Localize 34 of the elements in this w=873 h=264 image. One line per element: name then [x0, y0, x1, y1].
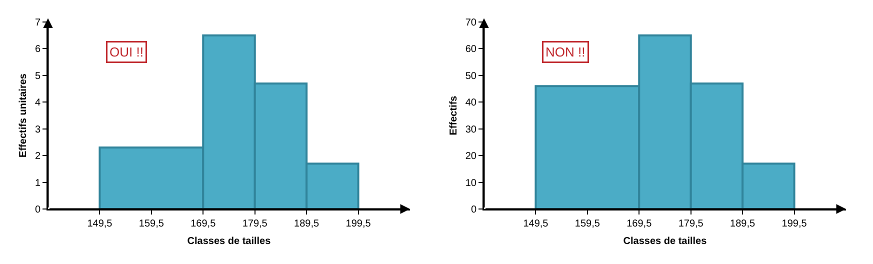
- y-tick-label: 10: [465, 178, 477, 189]
- y-tick-label: 40: [465, 98, 477, 109]
- y-axis-title: Effectifs unitaires: [18, 73, 30, 158]
- y-tick-label: 30: [465, 124, 477, 136]
- y-tick-label: 0: [470, 204, 477, 216]
- y-tick-label: 7: [34, 18, 41, 28]
- x-tick-label: 149,5: [87, 218, 113, 230]
- x-tick-label: 189,5: [730, 218, 756, 230]
- x-tick-label: 169,5: [190, 218, 216, 230]
- x-tick-label: 159,5: [138, 218, 164, 230]
- y-tick-label: 4: [34, 98, 41, 109]
- y-axis-title: Effectifs: [448, 95, 460, 136]
- x-tick-label: 149,5: [523, 218, 549, 230]
- x-tick-label: 199,5: [346, 218, 372, 230]
- y-tick-label: 3: [34, 124, 41, 136]
- x-tick-label: 199,5: [782, 218, 808, 230]
- y-tick-label: 70: [465, 18, 477, 28]
- y-tick-label: 60: [465, 44, 477, 56]
- annotation: OUI !!: [110, 44, 144, 60]
- x-axis-title: Classes de tailles: [187, 236, 272, 247]
- x-axis-title: Classes de tailles: [623, 236, 708, 247]
- x-tick-label: 179,5: [678, 218, 704, 230]
- x-tick-label: 189,5: [294, 218, 320, 230]
- annotation: NON !!: [546, 44, 586, 60]
- y-tick-label: 50: [465, 70, 477, 82]
- x-tick-label: 159,5: [574, 218, 600, 230]
- y-tick-label: 5: [34, 70, 41, 82]
- y-tick-label: 0: [34, 204, 41, 216]
- y-tick-label: 6: [34, 44, 41, 56]
- x-tick-label: 169,5: [626, 218, 652, 230]
- y-tick-label: 2: [34, 151, 41, 162]
- y-tick-label: 1: [34, 178, 41, 189]
- y-tick-label: 20: [465, 151, 477, 162]
- x-tick-label: 179,5: [242, 218, 268, 230]
